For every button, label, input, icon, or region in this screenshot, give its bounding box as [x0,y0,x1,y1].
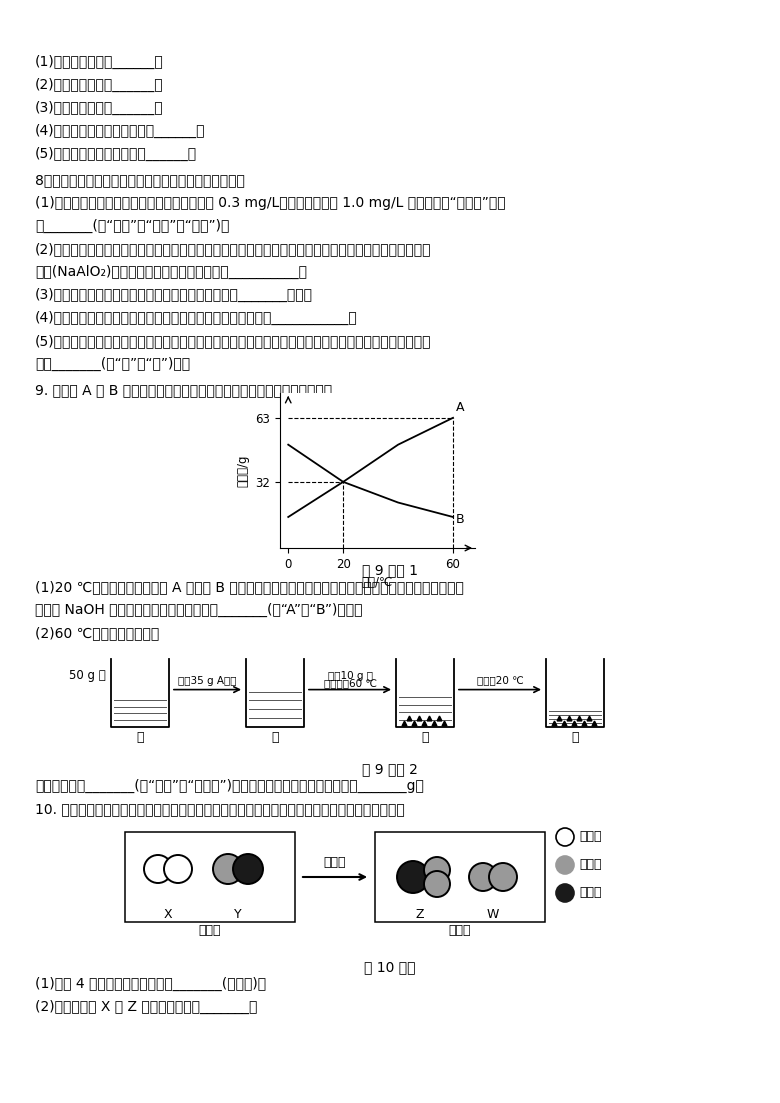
Text: 再恢复到60 ℃: 再恢复到60 ℃ [324,678,377,688]
Text: Y: Y [234,908,242,921]
Text: 第 9 题图 1: 第 9 题图 1 [362,563,418,577]
Circle shape [489,863,517,891]
Circle shape [556,856,574,874]
Text: (2)反应中物质 X 与 Z 的分子个数比为_______。: (2)反应中物质 X 与 Z 的分子个数比为_______。 [35,1000,257,1014]
Text: (5)可用于改良酸性土壤的碱______。: (5)可用于改良酸性土壤的碱______。 [35,147,197,161]
Text: (1)图中 4 种物质中属于单质的是_______(填字母)。: (1)图中 4 种物质中属于单质的是_______(填字母)。 [35,977,266,992]
Text: B: B [456,513,464,525]
Circle shape [469,863,497,891]
Text: (2)铝锅不宜长期盛放酸性或碱性食物，因为金属铝能与酸和碱发生反应，铝与氮氧化销溶液反应生成偏铝: (2)铝锅不宜长期盛放酸性或碱性食物，因为金属铝能与酸和碱发生反应，铝与氮氧化销… [35,242,431,256]
Text: 壁的_______(填“上”或“下”)方。: 壁的_______(填“上”或“下”)方。 [35,357,190,371]
Text: 第 9 题图 2: 第 9 题图 2 [362,762,418,777]
Circle shape [213,854,243,884]
Circle shape [233,854,263,884]
Circle shape [556,828,574,846]
Text: (5)已知天然气的密度比空气小。为防止其泄漏造成危险，使用天然气的家庭报警器应安装在燃气灿附近墙: (5)已知天然气的密度比空气小。为防止其泄漏造成危险，使用天然气的家庭报警器应安… [35,334,431,349]
Text: 丁: 丁 [571,731,579,745]
Text: 蔓发10 g 水: 蔓发10 g 水 [328,671,373,681]
Text: (2)密度最小的气体______；: (2)密度最小的气体______； [35,78,164,93]
Text: 氮原子: 氮原子 [579,858,601,871]
Text: 乙中的溶液是_______(填“饱和”或“不饱和”)溶液。丙烧杯中未溶固体的质量为_______g。: 乙中的溶液是_______(填“饱和”或“不饱和”)溶液。丙烧杯中未溶固体的质量… [35,779,424,793]
Text: 甲: 甲 [136,731,144,745]
Text: (2)60 ℃时，按图示操作：: (2)60 ℃时，按图示操作： [35,627,159,640]
Text: 9. 如图是 A 和 B 两种物质在不同温度时的溶解度曲线。请回答有关问题：: 9. 如图是 A 和 B 两种物质在不同温度时的溶解度曲线。请回答有关问题： [35,383,332,397]
Text: (1)我国有关部门规定，饮用水中含铁量应小于 0.3 mg/L，含铜量应小于 1.0 mg/L 等，这里的“铁、铜”指的: (1)我国有关部门规定，饮用水中含铁量应小于 0.3 mg/L，含铜量应小于 1… [35,196,505,210]
Text: 氧原子: 氧原子 [579,831,601,844]
Text: 8．化学就在我们身边，根据学过的知识回答下列问题：: 8．化学就在我们身边，根据学过的知识回答下列问题： [35,173,245,188]
Circle shape [424,857,450,884]
Text: 加入35 g A物质: 加入35 g A物质 [179,676,237,686]
Text: (1)最简单的有机物______；: (1)最简单的有机物______； [35,55,164,69]
Text: 碳原子: 碳原子 [579,887,601,900]
Text: 催化剂: 催化剂 [324,856,346,869]
Text: 10. 汽车尾气催化转化器的投入使用，可缓解大气污染，如图为某种转化过程的微观反应示意图。: 10. 汽车尾气催化转化器的投入使用，可缓解大气污染，如图为某种转化过程的微观反… [35,802,405,816]
Text: (3)生活中用洗洁精除去油污，是由于洗洁精对油污有_______作用。: (3)生活中用洗洁精除去油污，是由于洗洁精对油污有_______作用。 [35,288,313,302]
Y-axis label: 溶解度/g: 溶解度/g [237,454,250,486]
Text: 第 10 题图: 第 10 题图 [364,960,416,974]
Circle shape [556,884,574,902]
Text: (1)20 ℃时，分别取等质量的 A 物质和 B 物质的饱和溶液于两支试管中，放入盛有水的大烧杯中，向大烧: (1)20 ℃时，分别取等质量的 A 物质和 B 物质的饱和溶液于两支试管中，放… [35,580,464,595]
Text: 酸销(NaAlO₂)和氢气，该反应的化学方程式为__________。: 酸销(NaAlO₂)和氢气，该反应的化学方程式为__________。 [35,265,307,279]
Text: 丙: 丙 [421,731,429,745]
Circle shape [424,871,450,897]
Text: 反应物: 反应物 [199,924,222,938]
Text: 50 g 水: 50 g 水 [69,670,106,683]
Text: (3)可作补钒剂的盐______；: (3)可作补钒剂的盐______； [35,101,164,115]
Text: Z: Z [416,908,424,921]
Text: 乙: 乙 [271,731,278,745]
Text: (4)碱溶液中一定含有的阴离子______；: (4)碱溶液中一定含有的阴离子______； [35,124,205,138]
X-axis label: 温度/℃: 温度/℃ [362,576,393,589]
Text: (4)烹饪过程中常使用加碘盐，食用加碘盐可以预防缺碘引起的___________。: (4)烹饪过程中常使用加碘盐，食用加碘盐可以预防缺碘引起的___________… [35,311,358,325]
Circle shape [397,861,429,893]
Text: X: X [164,908,172,921]
Circle shape [144,855,172,884]
Circle shape [164,855,192,884]
Text: 杯加入 NaOH 固体，试管中有固体析出的是_______(填“A”或“B”)物质。: 杯加入 NaOH 固体，试管中有固体析出的是_______(填“A”或“B”)物… [35,603,363,618]
Text: 是_______(填“元素”、“原子”或“分子”)。: 是_______(填“元素”、“原子”或“分子”)。 [35,219,229,233]
Text: A: A [456,400,464,414]
Text: 生成物: 生成物 [448,924,471,938]
Text: 降温至20 ℃: 降温至20 ℃ [477,676,523,686]
Text: W: W [487,908,499,921]
